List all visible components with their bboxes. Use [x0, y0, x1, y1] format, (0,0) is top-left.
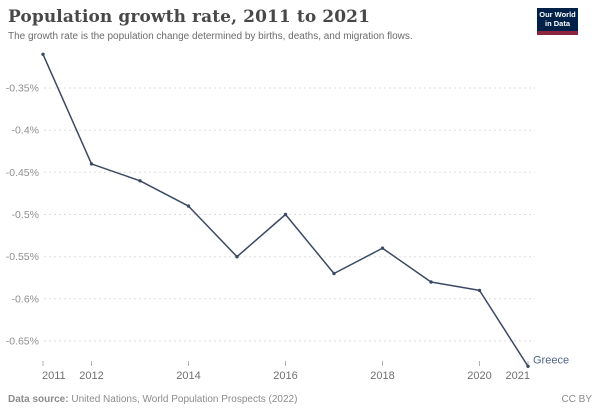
data-point[interactable]	[380, 246, 385, 250]
data-source-text: United Nations, World Population Prospec…	[68, 393, 298, 405]
x-axis-tick-label: 2016	[273, 370, 297, 382]
data-point[interactable]	[526, 364, 530, 368]
chart-header: Population growth rate, 2011 to 2021 The…	[8, 7, 528, 43]
chart-subtitle: The growth rate is the population change…	[8, 31, 413, 43]
owid-logo-line2: in Data	[544, 18, 570, 28]
data-point[interactable]	[41, 52, 45, 56]
y-axis-tick-label: -0.65%	[6, 336, 39, 348]
y-axis-tick-label: -0.5%	[12, 209, 39, 221]
data-series-line[interactable]	[42, 53, 529, 368]
y-axis-tick-label: -0.55%	[6, 251, 39, 263]
x-axis-tick-label: 2011	[42, 370, 66, 382]
data-point[interactable]	[186, 204, 191, 208]
owid-logo-line1: Our World	[539, 10, 576, 19]
license-link[interactable]: CC BY	[561, 393, 592, 405]
data-point[interactable]	[477, 288, 482, 293]
x-axis-tick-label: 2014	[176, 370, 200, 382]
y-axis-tick-label: -0.6%	[12, 293, 39, 305]
chart-footer: Data source: United Nations, World Popul…	[8, 391, 592, 407]
x-axis-tick-label: 2018	[370, 370, 394, 382]
x-axis-tick-label: 2012	[79, 370, 103, 382]
data-point[interactable]	[429, 280, 433, 284]
x-axis-tick-label: 2020	[467, 370, 491, 382]
data-point[interactable]	[283, 212, 288, 217]
y-axis-tick-label: -0.35%	[6, 83, 39, 95]
y-axis-tick-label: -0.4%	[12, 125, 39, 137]
chart-title: Population growth rate, 2011 to 2021	[8, 7, 370, 27]
y-axis-tick-label: -0.45%	[6, 167, 39, 179]
data-source-label: Data source:	[8, 393, 69, 405]
data-point[interactable]	[332, 271, 336, 276]
series-label-greece[interactable]: Greece	[533, 354, 569, 366]
x-axis-tick-label: 2021	[506, 370, 530, 382]
data-point[interactable]	[235, 255, 239, 259]
owid-logo[interactable]: Our World in Data	[537, 8, 578, 35]
data-source: Data source: United Nations, World Popul…	[8, 394, 297, 405]
data-point[interactable]	[89, 162, 94, 166]
data-point[interactable]	[138, 179, 142, 183]
